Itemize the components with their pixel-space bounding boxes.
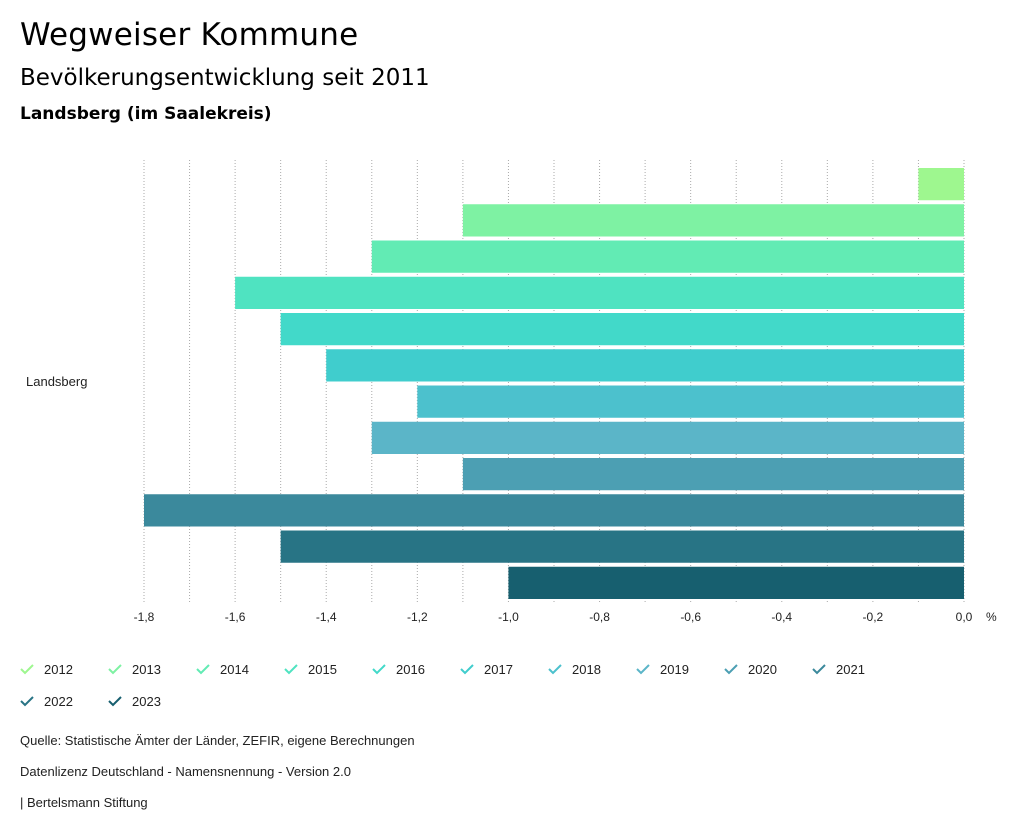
legend-item-2017[interactable]: 2017: [460, 658, 513, 680]
legend-item-2020[interactable]: 2020: [724, 658, 777, 680]
legend-label: 2018: [572, 661, 601, 677]
legend-item-2022[interactable]: 2022: [20, 690, 73, 712]
legend-item-2019[interactable]: 2019: [636, 658, 689, 680]
checkmark-icon: [460, 664, 474, 675]
checkmark-icon: [108, 664, 122, 675]
bar-2020: [462, 458, 964, 491]
legend-label: 2012: [44, 661, 73, 677]
license-note: Datenlizenz Deutschland - Namensnennung …: [20, 764, 351, 779]
legend-label: 2019: [660, 661, 689, 677]
checkmark-icon: [724, 664, 738, 675]
legend-item-2014[interactable]: 2014: [196, 658, 249, 680]
bar-2022: [280, 530, 965, 563]
source-note: Quelle: Statistische Ämter der Länder, Z…: [20, 733, 415, 748]
bar-2016: [280, 313, 965, 346]
legend-item-2012[interactable]: 2012: [20, 658, 73, 680]
x-unit-label: %: [986, 610, 997, 624]
checkmark-icon: [20, 696, 34, 707]
x-tick-label: 0,0: [956, 610, 973, 624]
x-tick-label: -1,4: [316, 610, 337, 624]
bar-2014: [371, 240, 964, 273]
publisher-note: | Bertelsmann Stiftung: [20, 795, 148, 810]
checkmark-icon: [372, 664, 386, 675]
x-tick-label: -1,8: [134, 610, 155, 624]
x-tick-label: -0,8: [589, 610, 610, 624]
legend-label: 2017: [484, 661, 513, 677]
bar-2017: [326, 349, 964, 382]
legend-label: 2022: [44, 693, 73, 709]
bar-2012: [918, 168, 964, 201]
x-tick-label: -1,2: [407, 610, 428, 624]
bar-2018: [417, 385, 964, 418]
legend-label: 2014: [220, 661, 249, 677]
page-title: Wegweiser Kommune: [20, 17, 359, 53]
x-tick-label: -0,2: [863, 610, 884, 624]
legend-item-2018[interactable]: 2018: [548, 658, 601, 680]
checkmark-icon: [284, 664, 298, 675]
legend-item-2015[interactable]: 2015: [284, 658, 337, 680]
bar-2013: [462, 204, 964, 237]
legend-item-2016[interactable]: 2016: [372, 658, 425, 680]
bar-2021: [144, 494, 964, 527]
bar-2019: [371, 421, 964, 454]
legend-label: 2023: [132, 693, 161, 709]
region-name: Landsberg (im Saalekreis): [20, 104, 272, 124]
legend-item-2023[interactable]: 2023: [108, 690, 161, 712]
checkmark-icon: [548, 664, 562, 675]
legend-item-2021[interactable]: 2021: [812, 658, 865, 680]
x-tick-label: -0,4: [771, 610, 792, 624]
x-tick-label: -1,0: [498, 610, 519, 624]
bar-2023: [508, 566, 964, 599]
bar-chart: -1,8 -1,6 -1,4 -1,2 -1,0 -0,8 -0,6 -0,4 -0,2 0,0%…: [26, 160, 997, 624]
bar-2015: [235, 276, 965, 309]
legend-label: 2016: [396, 661, 425, 677]
checkmark-icon: [108, 696, 122, 707]
checkmark-icon: [636, 664, 650, 675]
legend-label: 2020: [748, 661, 777, 677]
chart-subtitle: Bevölkerungsentwicklung seit 2011: [20, 65, 430, 91]
legend-label: 2021: [836, 661, 865, 677]
checkmark-icon: [196, 664, 210, 675]
checkmark-icon: [812, 664, 826, 675]
x-tick-label: -1,6: [225, 610, 246, 624]
category-label: Landsberg: [26, 374, 87, 389]
legend-label: 2015: [308, 661, 337, 677]
legend-item-2013[interactable]: 2013: [108, 658, 161, 680]
legend-label: 2013: [132, 661, 161, 677]
x-tick-label: -0,6: [680, 610, 701, 624]
checkmark-icon: [20, 664, 34, 675]
